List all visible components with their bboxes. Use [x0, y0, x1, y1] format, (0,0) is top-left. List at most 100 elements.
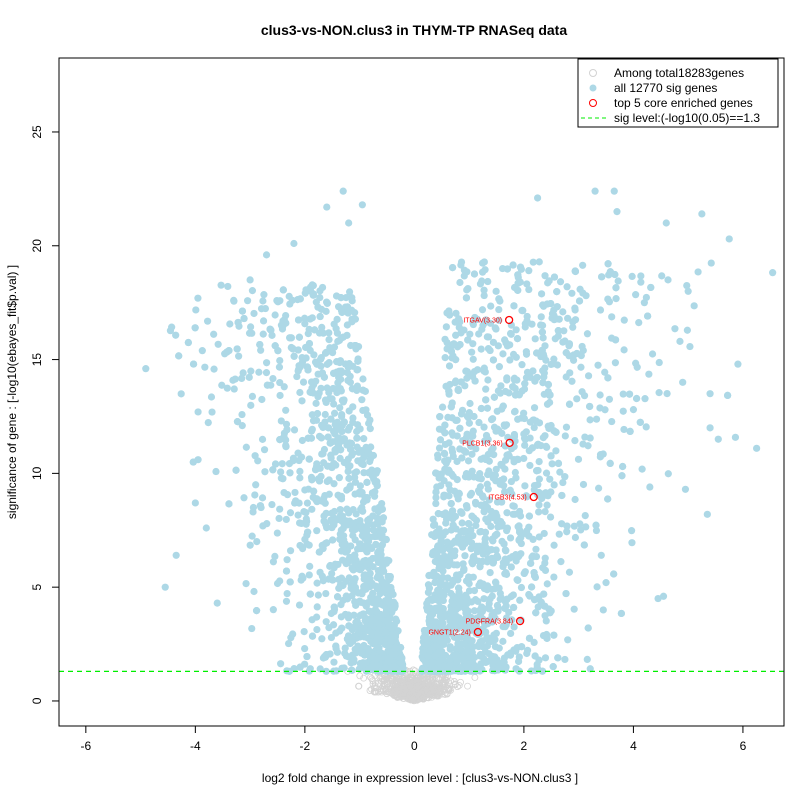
sig-point: [551, 335, 559, 343]
sig-point: [376, 528, 384, 536]
sig-point: [212, 467, 220, 476]
nonsig-point: [397, 678, 405, 686]
nonsig-point: [356, 672, 364, 680]
sig-point: [259, 317, 268, 325]
sig-point: [440, 628, 448, 636]
sig-point: [483, 480, 491, 488]
sig-point: [262, 359, 271, 367]
sig-point: [503, 524, 511, 532]
sig-point: [459, 620, 467, 628]
sig-point: [503, 451, 511, 459]
sig-point: [482, 628, 490, 636]
sig-point: [304, 366, 312, 374]
nonsig-point: [391, 688, 399, 696]
sig-point: [337, 412, 346, 421]
sig-point: [552, 428, 560, 436]
sig-point: [493, 407, 501, 415]
sig-point: [503, 595, 511, 603]
sig-point: [511, 407, 519, 415]
sig-point: [495, 644, 503, 652]
sig-point: [307, 427, 316, 435]
y-tick-label: 5: [30, 584, 44, 591]
sig-point: [299, 378, 308, 386]
sig-point: [271, 460, 280, 468]
sig-point: [352, 510, 360, 518]
sig-point: [305, 667, 313, 675]
sig-point: [611, 336, 620, 344]
sig-point: [172, 331, 180, 339]
sig-point: [462, 605, 470, 613]
sig-point: [573, 349, 581, 358]
sig-point: [478, 306, 487, 314]
sig-point: [374, 654, 382, 662]
sig-point: [558, 491, 566, 500]
sig-point: [314, 591, 322, 599]
sig-point: [390, 603, 399, 611]
sig-point: [467, 489, 476, 497]
sig-point: [384, 655, 392, 664]
sig-point: [509, 591, 517, 599]
sig-point: [487, 302, 495, 310]
sig-point: [387, 633, 395, 642]
sig-point: [448, 445, 456, 453]
sig-point: [229, 376, 237, 384]
sig-point: [510, 302, 518, 310]
sig-point: [469, 355, 477, 363]
sig-point: [606, 459, 614, 468]
sig-point: [283, 491, 292, 499]
sig-point: [201, 363, 209, 371]
sig-point: [484, 344, 493, 353]
sig-point: [559, 478, 567, 487]
nonsig-point: [406, 695, 413, 703]
sig-point: [384, 595, 393, 603]
sig-point: [431, 635, 439, 643]
sig-point: [269, 558, 278, 566]
sig-point: [520, 385, 529, 393]
sig-point: [358, 447, 366, 455]
sig-point: [539, 301, 547, 309]
sig-point: [204, 418, 212, 427]
nonsig-point: [471, 674, 479, 681]
sig-point: [516, 278, 524, 286]
sig-point: [644, 312, 652, 320]
sig-point: [322, 307, 330, 315]
sig-point: [664, 470, 672, 478]
sig-point: [343, 321, 351, 329]
sig-point: [327, 415, 335, 423]
sig-point: [309, 281, 317, 290]
sig-point: [548, 460, 556, 468]
sig-point: [348, 315, 356, 323]
sig-point: [655, 389, 663, 397]
sig-point: [460, 266, 469, 274]
sig-point: [436, 612, 444, 620]
sig-point: [581, 433, 589, 441]
sig-point: [239, 369, 247, 377]
sig-point: [556, 278, 565, 286]
sig-point: [521, 482, 529, 490]
sig-point: [576, 285, 584, 293]
sig-point: [523, 493, 531, 501]
sig-point: [345, 439, 354, 447]
sig-point: [586, 416, 594, 424]
sig-point: [513, 335, 522, 343]
sig-point: [531, 652, 539, 660]
sig-point: [525, 532, 533, 540]
sig-point: [559, 308, 567, 316]
sig-point: [308, 505, 316, 513]
sig-point: [347, 659, 355, 667]
sig-point: [526, 461, 534, 470]
sig-point: [425, 571, 433, 579]
sig-point: [275, 363, 284, 371]
sig-point: [249, 503, 258, 512]
sig-point: [528, 553, 536, 561]
sig-point: [485, 637, 493, 645]
sig-point: [289, 454, 298, 462]
sig-point: [512, 474, 520, 482]
sig-point: [497, 519, 505, 528]
sig-point: [256, 502, 265, 510]
sig-point: [308, 476, 316, 484]
sig-point: [336, 506, 344, 514]
sig-point: [269, 606, 277, 614]
